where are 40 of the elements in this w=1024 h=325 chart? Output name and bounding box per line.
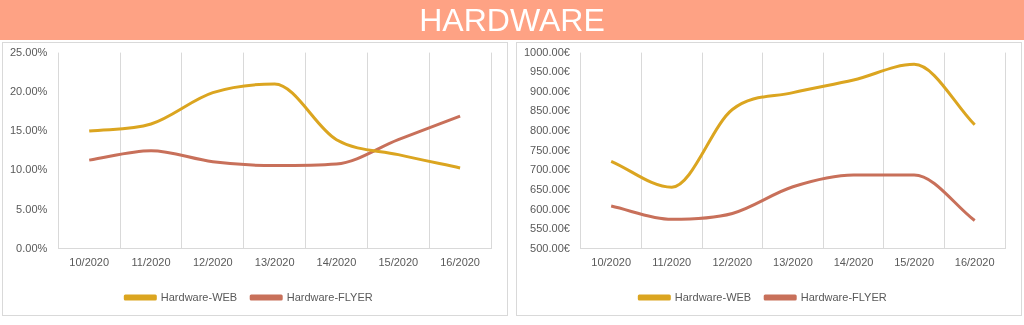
x-tick-label: 15/2020	[894, 256, 934, 269]
x-tick-label: 14/2020	[316, 256, 357, 269]
x-tick-label: 11/2020	[652, 256, 692, 269]
x-tick-label: 13/2020	[773, 256, 813, 269]
y-tick-label: 950.00€	[530, 65, 570, 78]
x-tick-label: 16/2020	[954, 256, 995, 269]
y-tick-label: 750.00€	[530, 143, 570, 156]
line-series	[609, 173, 977, 223]
y-tick-label: 25.00%	[10, 45, 48, 58]
line-series	[609, 62, 977, 189]
y-tick-label: 500.00€	[530, 241, 570, 254]
x-tick-label: 12/2020	[192, 256, 233, 269]
legend-label: Hardware-WEB	[674, 290, 752, 303]
y-tick-label: 5.00%	[16, 202, 48, 215]
x-tick-label: 11/2020	[131, 256, 171, 269]
y-tick-label: 650.00€	[530, 182, 570, 195]
legend-label: Hardware-FLYER	[286, 290, 373, 303]
x-tick-label: 10/2020	[69, 256, 110, 269]
y-tick-label: 600.00€	[530, 202, 570, 215]
y-tick-label: 20.00%	[10, 84, 48, 97]
y-tick-label: 0.00%	[16, 241, 48, 254]
line-series	[87, 82, 462, 170]
x-tick-label: 16/2020	[440, 256, 480, 269]
y-tick-label: 800.00€	[530, 124, 570, 137]
y-tick-label: 10.00%	[10, 163, 48, 176]
y-tick-label: 700.00€	[530, 163, 570, 176]
x-tick-label: 12/2020	[712, 256, 753, 269]
line-series	[87, 114, 462, 168]
y-tick-label: 900.00€	[530, 84, 570, 97]
x-tick-label: 10/2020	[591, 256, 632, 269]
y-tick-label: 850.00€	[530, 104, 570, 117]
x-tick-label: 15/2020	[378, 256, 419, 269]
chart-title: HARDWARE	[0, 0, 1024, 40]
x-tick-label: 14/2020	[833, 256, 874, 269]
y-tick-label: 1000.00€	[523, 45, 570, 58]
y-tick-label: 550.00€	[530, 222, 570, 235]
x-tick-label: 13/2020	[254, 256, 295, 269]
legend-label: Hardware-WEB	[160, 290, 238, 303]
y-tick-label: 15.00%	[10, 124, 48, 137]
legend-label: Hardware-FLYER	[800, 290, 887, 303]
